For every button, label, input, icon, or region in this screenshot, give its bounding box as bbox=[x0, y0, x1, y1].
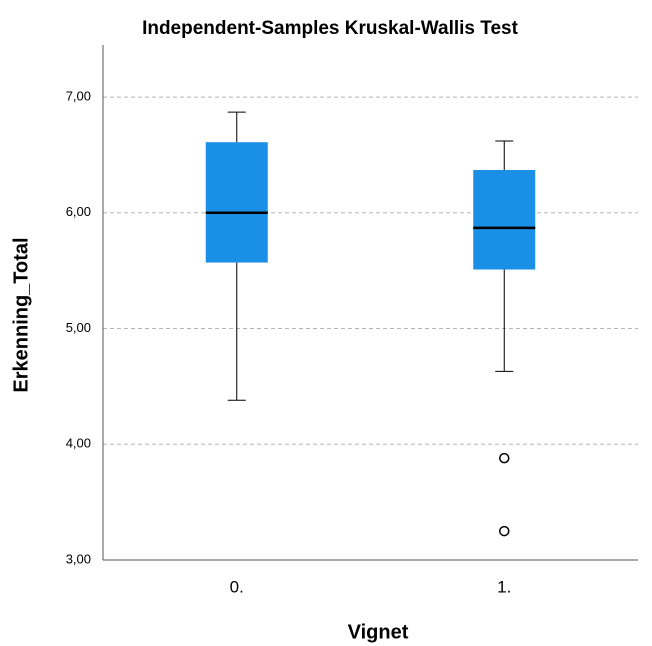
y-tick-label: 7,00 bbox=[66, 89, 91, 104]
y-tick-label: 6,00 bbox=[66, 204, 91, 219]
outlier bbox=[499, 525, 510, 537]
x-tick-label: 1. bbox=[497, 577, 511, 596]
y-tick-label: 4,00 bbox=[66, 436, 91, 451]
y-axis-label: Erkenning_Total bbox=[10, 237, 32, 392]
y-tick-label: 5,00 bbox=[66, 320, 91, 335]
box bbox=[205, 142, 268, 263]
chart-title: Independent-Samples Kruskal-Wallis Test bbox=[142, 18, 519, 39]
x-tick-label: 0. bbox=[230, 577, 244, 596]
x-axis-label: Vignet bbox=[348, 621, 409, 643]
outlier bbox=[499, 452, 510, 464]
y-tick-label: 3,00 bbox=[66, 551, 91, 566]
box bbox=[473, 169, 536, 270]
